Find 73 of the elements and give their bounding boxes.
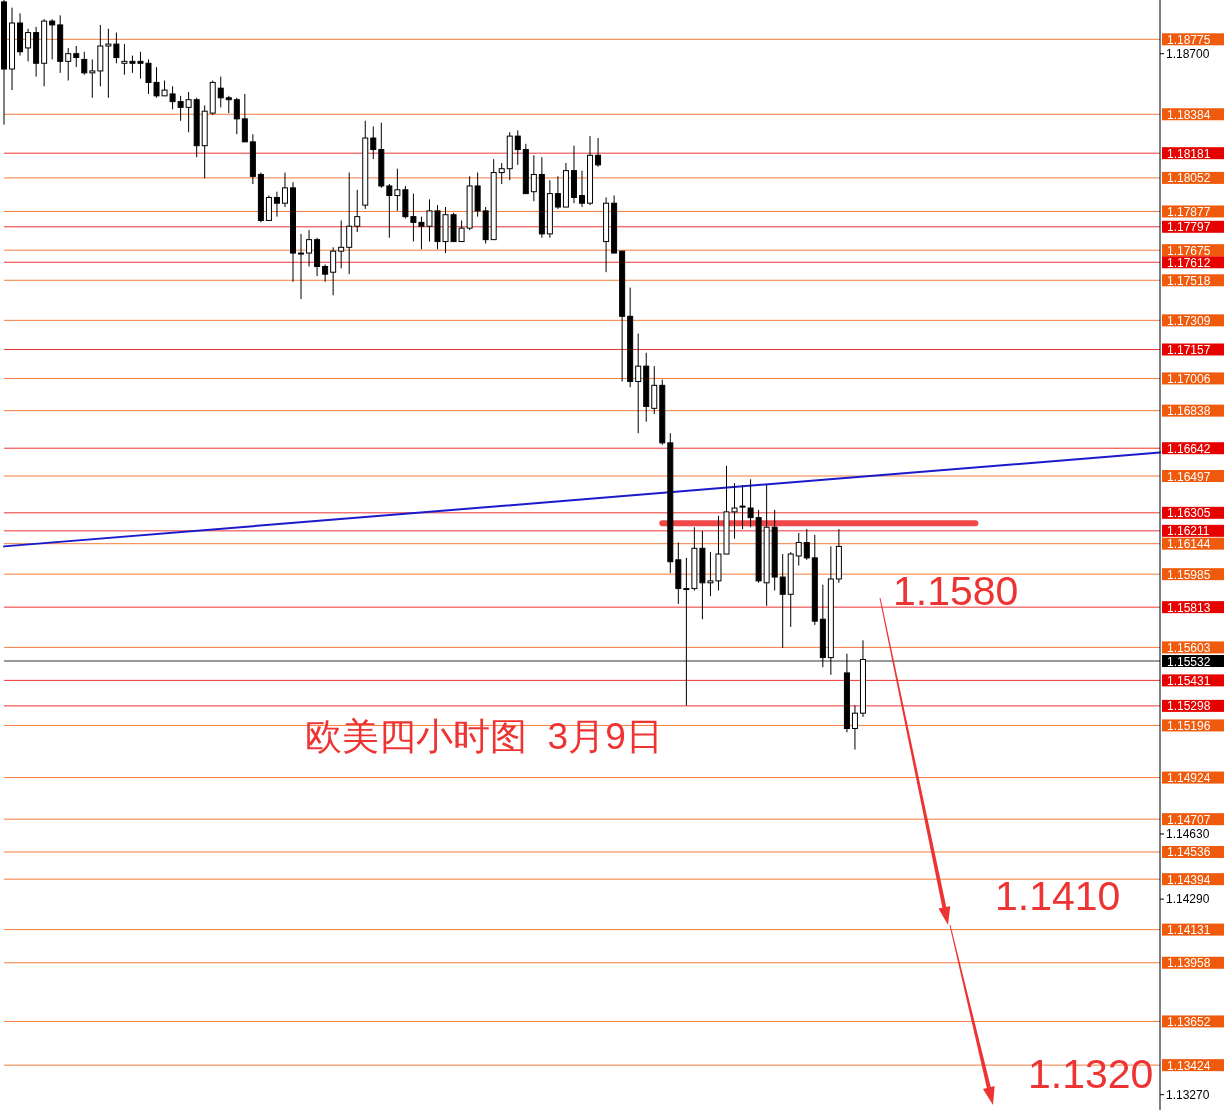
ref-line-label: 1.17157 xyxy=(1167,342,1211,357)
candlestick xyxy=(595,137,602,168)
annotation: 1.1580 xyxy=(893,567,1019,615)
ref-line-label: 1.17612 xyxy=(1167,255,1211,270)
candlestick xyxy=(298,233,305,300)
ref-line-label: 1.15603 xyxy=(1167,640,1211,655)
ref-line-label: 1.16642 xyxy=(1167,441,1211,456)
ref-line-label: 1.14394 xyxy=(1167,872,1211,887)
y-tick-label: 1.14290 xyxy=(1166,892,1210,907)
ref-line-label: 1.17006 xyxy=(1167,371,1211,386)
candlestick xyxy=(346,172,353,275)
candlestick xyxy=(354,189,361,233)
ref-line-label: 1.16497 xyxy=(1167,469,1211,484)
candlestick xyxy=(579,170,585,208)
candlestick xyxy=(217,76,224,108)
ref-line-label: 1.16838 xyxy=(1167,404,1211,419)
candlestick xyxy=(49,18,56,60)
candlestick xyxy=(554,175,561,210)
candlestick xyxy=(233,97,240,135)
candlestick xyxy=(65,47,72,82)
candlestick xyxy=(89,58,96,99)
text: 欧美四小时图 3月9日 xyxy=(305,715,663,759)
candlestick xyxy=(795,532,802,567)
candlestick xyxy=(81,51,88,76)
ref-line-label: 1.15813 xyxy=(1167,600,1211,615)
candlestick xyxy=(306,229,313,267)
candlestick xyxy=(370,126,377,160)
candlestick xyxy=(635,333,642,434)
ref-line-label: 1.17518 xyxy=(1167,273,1211,288)
ref-line-label: 1.13958 xyxy=(1167,956,1211,971)
candlestick xyxy=(851,704,858,751)
ref-line-label: 1.15298 xyxy=(1167,699,1211,714)
ref-line-label: 1.17675 xyxy=(1167,243,1211,258)
ref-line-label: 1.16211 xyxy=(1167,524,1210,539)
ref-line-label: 1.15985 xyxy=(1167,567,1211,582)
ref-line-label: 1.14707 xyxy=(1167,812,1211,827)
ref-line-label: 1.15196 xyxy=(1167,718,1211,733)
candlestick xyxy=(281,172,288,208)
candlestick xyxy=(273,191,280,218)
candlestick xyxy=(265,195,272,221)
candlestick xyxy=(803,528,810,561)
candlestick xyxy=(514,129,521,166)
candlestick xyxy=(322,264,329,283)
candlestick xyxy=(241,93,248,143)
candlestick xyxy=(25,28,32,62)
candlestick xyxy=(386,183,393,239)
y-tick-label: 1.14630 xyxy=(1166,827,1210,842)
candlestick xyxy=(779,553,786,649)
ref-line-label: 1.18181 xyxy=(1167,146,1211,161)
ref-line-label: 1.17877 xyxy=(1167,204,1211,219)
ref-line-label: 1.15431 xyxy=(1167,673,1211,688)
y-tick-label: 1.13270 xyxy=(1166,1087,1210,1102)
candlestick xyxy=(73,45,80,68)
ref-line-label: 1.15532 xyxy=(1167,654,1211,669)
ref-line-label: 1.17309 xyxy=(1167,313,1211,328)
ref-line-label: 1.16144 xyxy=(1167,537,1211,552)
y-tick-label: 1.18700 xyxy=(1166,46,1210,61)
candlestick xyxy=(330,246,337,296)
candlestick xyxy=(530,154,537,202)
candlestick xyxy=(498,162,505,185)
annotation: 1.1410 xyxy=(995,872,1121,920)
candlestick xyxy=(651,365,658,415)
ref-line-label: 1.18775 xyxy=(1167,32,1211,47)
candlestick xyxy=(338,219,345,269)
ref-line-label: 1.18052 xyxy=(1167,171,1211,186)
ref-line-label: 1.13652 xyxy=(1167,1014,1211,1029)
ref-line-label: 1.14131 xyxy=(1167,923,1211,938)
ref-line-label: 1.14536 xyxy=(1167,845,1211,860)
ref-line-label: 1.18384 xyxy=(1167,107,1211,122)
ref-line-label: 1.14924 xyxy=(1167,771,1211,786)
ref-line-label: 1.17797 xyxy=(1167,220,1211,235)
ref-line-label: 1.13424 xyxy=(1167,1058,1211,1073)
ref-line-label: 1.16305 xyxy=(1167,506,1211,521)
